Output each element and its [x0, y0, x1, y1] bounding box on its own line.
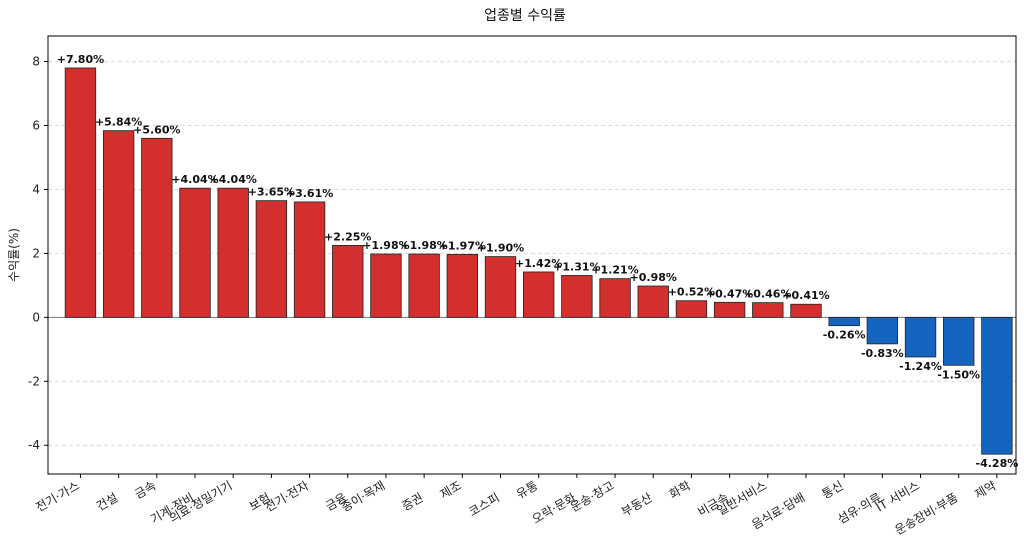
bar [981, 316, 1013, 455]
bar [332, 245, 364, 318]
x-tick-label: 제약 [972, 478, 999, 502]
y-tick-label: 4 [32, 182, 40, 196]
data-label: +0.47% [706, 287, 753, 300]
bar [523, 271, 555, 318]
data-label: +1.98% [400, 239, 447, 252]
x-tick-label: IT 서비스 [874, 478, 922, 514]
bar [675, 300, 708, 318]
x-tick-label: 코스피 [466, 490, 502, 519]
data-label: +1.21% [591, 264, 638, 277]
y-tick-label: 6 [32, 119, 40, 133]
bar [255, 200, 288, 318]
data-label: -1.50% [937, 368, 980, 381]
chart-title: 업종별 수익률 [484, 8, 566, 24]
x-tick-label: 화학 [667, 478, 693, 501]
y-axis-ticks: -4 -2 0 2 4 6 8 [28, 55, 48, 452]
bar [179, 187, 211, 318]
data-label: +3.65% [248, 186, 295, 199]
y-tick-label: -4 [28, 438, 40, 452]
x-tick-label: 유통 [514, 478, 540, 501]
data-label: +7.80% [57, 53, 104, 66]
bar [790, 303, 822, 318]
bars [64, 67, 1013, 455]
bar [828, 316, 860, 327]
bar [64, 67, 97, 318]
y-tick-label: 8 [32, 55, 40, 69]
data-labels: +7.80%+5.84%+5.60%+4.04%+4.04%+3.65%+3.6… [57, 53, 1019, 470]
data-label: +5.60% [133, 123, 180, 136]
data-label: +1.98% [362, 239, 409, 252]
data-label: +1.31% [553, 260, 600, 273]
data-label: +0.52% [668, 286, 715, 299]
data-label: +0.98% [630, 271, 677, 284]
data-label: +1.42% [515, 257, 562, 270]
x-tick-label: 통신 [820, 478, 846, 501]
x-tick-label: 제조 [438, 478, 464, 501]
bar [637, 285, 669, 318]
bar [102, 130, 135, 318]
bar [446, 253, 478, 318]
data-label: -4.28% [976, 457, 1019, 470]
y-tick-label: 0 [32, 310, 40, 324]
bar [370, 253, 402, 318]
bar [752, 302, 784, 318]
data-label: +1.97% [439, 239, 486, 252]
data-label: +0.46% [744, 288, 791, 301]
x-tick-label: 증권 [399, 490, 425, 513]
data-label: -0.26% [823, 329, 866, 342]
y-axis-label: 수익률(%) [7, 228, 21, 282]
data-label: +4.04% [171, 173, 218, 186]
data-label: +1.90% [477, 242, 524, 255]
bar [408, 253, 440, 318]
bar [561, 275, 593, 318]
y-tick-label: -2 [28, 374, 40, 388]
x-tick-label: 전기·가스 [33, 478, 82, 514]
x-tick-label: 종이·목재 [339, 478, 388, 514]
x-tick-label: 운송·창고 [568, 478, 617, 514]
x-tick-label: 금속 [132, 478, 158, 501]
y-tick-label: 2 [32, 246, 40, 260]
x-tick-label: 부동산 [619, 490, 655, 519]
bar [943, 316, 975, 366]
bar [484, 256, 517, 318]
data-label: +2.25% [324, 230, 371, 243]
bar [713, 301, 746, 318]
x-tick-label: 전기·전자 [263, 478, 312, 514]
data-label: +0.41% [782, 289, 829, 302]
bar [904, 316, 937, 358]
x-tick-label: 건설 [94, 490, 120, 513]
data-label: -1.24% [899, 360, 942, 373]
bar [217, 187, 249, 318]
bar [866, 316, 899, 345]
data-label: +5.84% [95, 116, 142, 129]
data-label: +3.61% [286, 187, 333, 200]
data-label: -0.83% [861, 347, 904, 360]
plot-frame [47, 35, 1017, 475]
bar [599, 278, 631, 318]
bar [293, 201, 326, 318]
data-label: +4.04% [210, 173, 257, 186]
bar [141, 137, 173, 318]
